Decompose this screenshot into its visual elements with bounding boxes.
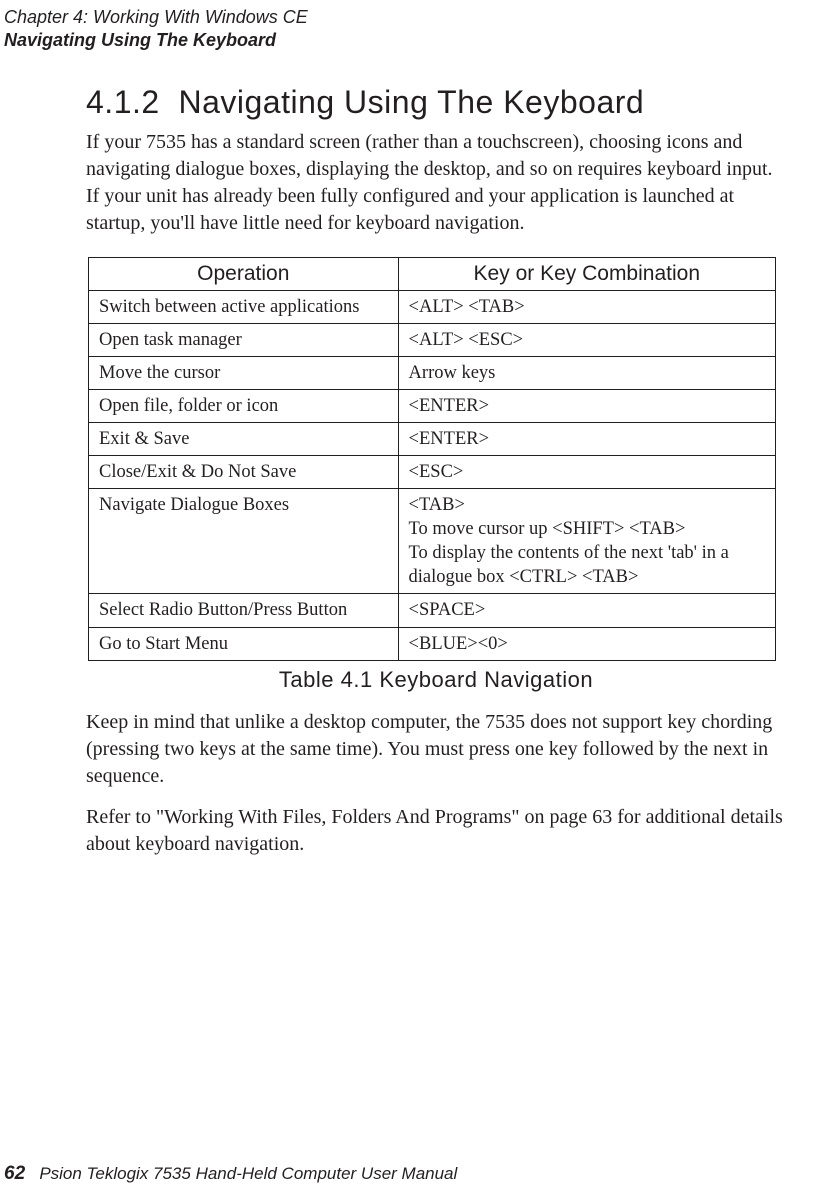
header-chapter-line: Chapter 4: Working With Windows CE [4, 6, 308, 29]
table-row: Open task manager <ALT> <ESC> [89, 324, 776, 357]
table-caption: Table 4.1 Keyboard Navigation [86, 667, 786, 693]
table-row: Select Radio Button/Press Button <SPACE> [89, 594, 776, 627]
table-cell-key: <ENTER> [398, 423, 775, 456]
section-number: 4.1.2 [86, 84, 160, 120]
keyboard-navigation-table: Operation Key or Key Combination Switch … [88, 257, 776, 661]
section-title: Navigating Using The Keyboard [178, 84, 644, 120]
footer-book-title: Psion Teklogix 7535 Hand-Held Computer U… [39, 1164, 457, 1183]
table-cell-key: <SPACE> [398, 594, 775, 627]
table-row: Exit & Save <ENTER> [89, 423, 776, 456]
table-row: Go to Start Menu <BLUE><0> [89, 627, 776, 660]
table-cell-key: <ALT> <TAB> [398, 291, 775, 324]
table-cell-operation: Exit & Save [89, 423, 399, 456]
table-cell-operation: Navigate Dialogue Boxes [89, 489, 399, 594]
running-header: Chapter 4: Working With Windows CE Navig… [4, 6, 308, 51]
table-header-key: Key or Key Combination [398, 258, 775, 291]
table-row: Navigate Dialogue Boxes <TAB> To move cu… [89, 489, 776, 594]
page: Chapter 4: Working With Windows CE Navig… [0, 0, 832, 1197]
table-cell-key: <BLUE><0> [398, 627, 775, 660]
page-footer: 62 Psion Teklogix 7535 Hand-Held Compute… [4, 1163, 457, 1185]
table-cell-operation: Select Radio Button/Press Button [89, 594, 399, 627]
section-heading: 4.1.2 Navigating Using The Keyboard [86, 84, 786, 121]
table-header-operation: Operation [89, 258, 399, 291]
table-row: Switch between active applications <ALT>… [89, 291, 776, 324]
table-cell-operation: Move the cursor [89, 357, 399, 390]
paragraph-after-1: Keep in mind that unlike a desktop compu… [86, 709, 786, 790]
page-number: 62 [4, 1163, 25, 1184]
content-area: 4.1.2 Navigating Using The Keyboard If y… [86, 84, 786, 878]
table-cell-key: <ENTER> [398, 390, 775, 423]
intro-paragraph: If your 7535 has a standard screen (rath… [86, 129, 786, 237]
table-cell-key: <ESC> [398, 456, 775, 489]
table-cell-operation: Go to Start Menu [89, 627, 399, 660]
table-cell-key: <TAB> To move cursor up <SHIFT> <TAB> To… [398, 489, 775, 594]
header-section-line: Navigating Using The Keyboard [4, 29, 308, 52]
table-row: Close/Exit & Do Not Save <ESC> [89, 456, 776, 489]
paragraph-after-2: Refer to "Working With Files, Folders An… [86, 804, 786, 858]
table-cell-operation: Switch between active applications [89, 291, 399, 324]
table-row: Move the cursor Arrow keys [89, 357, 776, 390]
table-header-row: Operation Key or Key Combination [89, 258, 776, 291]
table-row: Open file, folder or icon <ENTER> [89, 390, 776, 423]
table-cell-operation: Close/Exit & Do Not Save [89, 456, 399, 489]
table-cell-operation: Open task manager [89, 324, 399, 357]
table-cell-operation: Open file, folder or icon [89, 390, 399, 423]
table-cell-key: <ALT> <ESC> [398, 324, 775, 357]
table-cell-key: Arrow keys [398, 357, 775, 390]
